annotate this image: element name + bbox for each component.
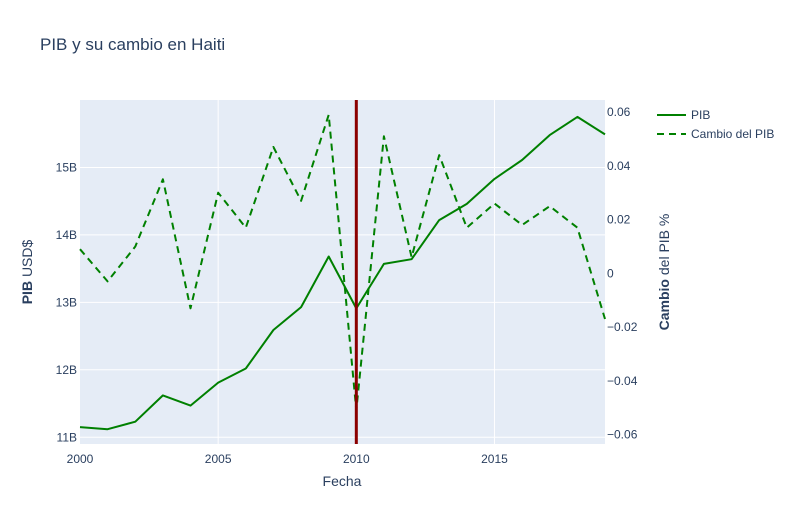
- y2-tick-label: −0.04: [607, 374, 638, 388]
- y2-axis-title: Cambio del PIB %: [656, 214, 672, 331]
- y2-axis-title-bold: Cambio: [656, 279, 672, 330]
- y-tick-label: 12B: [56, 363, 77, 377]
- y2-tick-label: 0.04: [607, 159, 631, 173]
- y2-tick-label: −0.06: [607, 428, 638, 442]
- plot-area: [80, 100, 605, 444]
- x-tick-label: 2005: [205, 452, 232, 466]
- x-ticks: 2000 2005 2010 2015: [67, 452, 508, 466]
- y-axis-title-bold: PIB: [19, 281, 35, 304]
- y2-tick-label: 0.06: [607, 105, 631, 119]
- series-line-cambio: [79, 113, 606, 412]
- y2-tick-label: −0.02: [607, 320, 638, 334]
- y-tick-label: 15B: [56, 160, 77, 174]
- chart-title: PIB y su cambio en Haiti: [40, 35, 225, 54]
- x-axis-title: Fecha: [323, 473, 362, 489]
- series-layer: [79, 113, 606, 431]
- legend-label-cambio: Cambio del PIB: [691, 127, 774, 141]
- y-tick-label: 13B: [56, 295, 77, 309]
- legend-label-pib: PIB: [691, 108, 710, 122]
- y2-tick-label: 0.02: [607, 213, 631, 227]
- legend-item-pib[interactable]: PIB: [657, 108, 710, 122]
- y-ticks: 11B 12B 13B 14B 15B: [56, 160, 77, 444]
- y2-ticks: −0.06 −0.04 −0.02 0 0.02 0.04 0.06: [607, 105, 638, 442]
- y-tick-label: 14B: [56, 228, 77, 242]
- x-tick-label: 2010: [343, 452, 370, 466]
- y-axis-title-rest: USD$: [19, 239, 35, 280]
- legend-item-cambio[interactable]: Cambio del PIB: [657, 127, 774, 141]
- y-axis-title: PIB USD$: [19, 239, 35, 304]
- legend: PIB Cambio del PIB: [657, 108, 774, 141]
- y2-axis-title-rest: del PIB %: [656, 214, 672, 279]
- y2-tick-label: 0: [607, 266, 614, 280]
- series-line-pib: [79, 115, 606, 431]
- x-tick-label: 2000: [67, 452, 94, 466]
- y-tick-label: 11B: [57, 430, 77, 444]
- x-tick-label: 2015: [481, 452, 508, 466]
